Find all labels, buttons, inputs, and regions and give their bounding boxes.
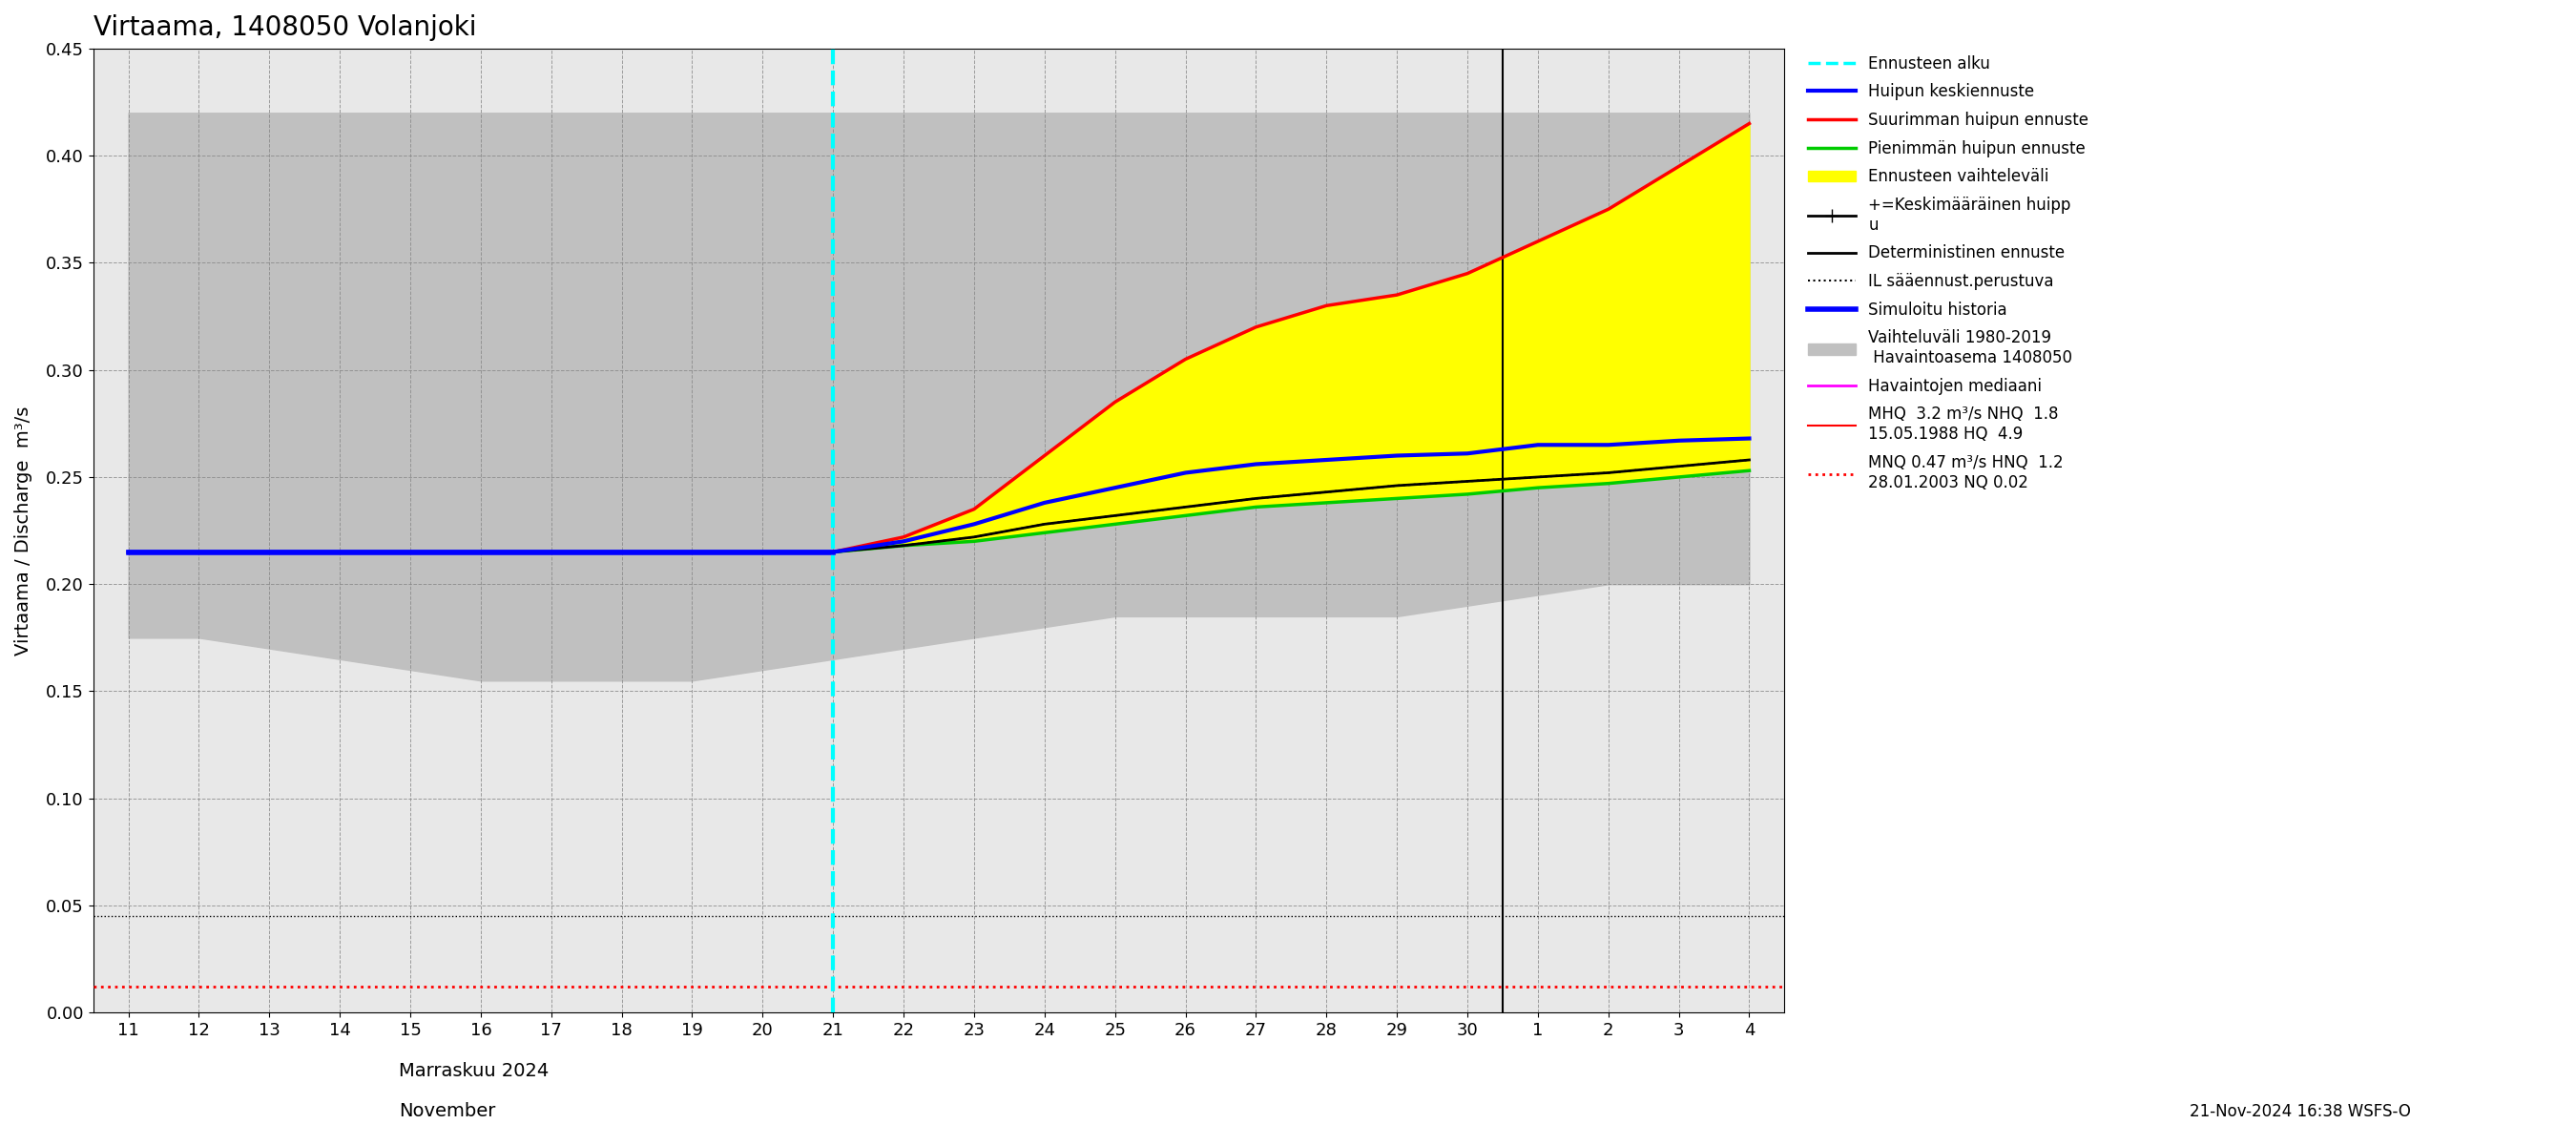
Text: Marraskuu 2024: Marraskuu 2024	[399, 1063, 549, 1080]
Text: November: November	[399, 1101, 497, 1120]
Text: 21-Nov-2024 16:38 WSFS-O: 21-Nov-2024 16:38 WSFS-O	[2190, 1103, 2411, 1120]
Legend: Ennusteen alku, Huipun keskiennuste, Suurimman huipun ennuste, Pienimmän huipun : Ennusteen alku, Huipun keskiennuste, Suu…	[1801, 48, 2094, 498]
Text: Virtaama, 1408050 Volanjoki: Virtaama, 1408050 Volanjoki	[93, 14, 477, 41]
Y-axis label: Virtaama / Discharge  m³/s: Virtaama / Discharge m³/s	[15, 405, 33, 655]
